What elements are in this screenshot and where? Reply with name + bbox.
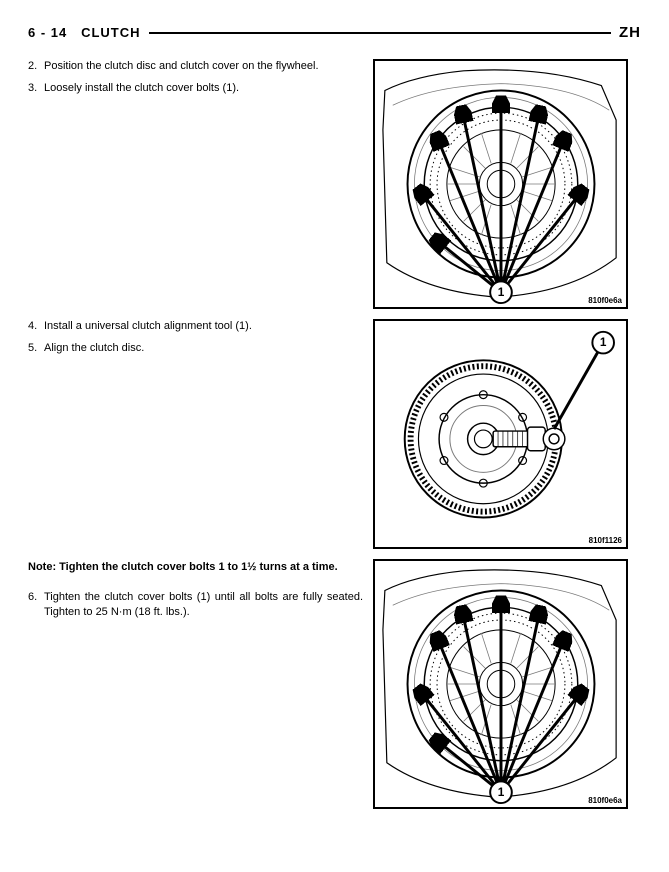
figure-column-3: 1 810f0e6a: [373, 559, 628, 813]
figure-alignment-tool: 1 810f1126: [373, 319, 628, 549]
header-left: 6 - 14 CLUTCH: [28, 25, 141, 40]
alignment-tool-diagram-icon: 1: [375, 321, 626, 547]
callout-label: 1: [498, 285, 505, 299]
step-5: 5. Align the clutch disc.: [28, 341, 363, 357]
step-text: Position the clutch disc and clutch cove…: [44, 59, 363, 75]
figure-column-1: 1 810f0e6a: [373, 59, 628, 313]
figure-id: 810f1126: [589, 536, 622, 545]
clutch-cover-diagram-icon: 1: [375, 61, 626, 307]
step-number: 3.: [28, 81, 44, 97]
step-number: 5.: [28, 341, 44, 357]
step-number: 4.: [28, 319, 44, 335]
text-column-2: 4. Install a universal clutch alignment …: [28, 319, 373, 363]
step-text: Align the clutch disc.: [44, 341, 363, 357]
figure-tighten-bolts: 1 810f0e6a: [373, 559, 628, 809]
callout-label: 1: [600, 336, 607, 349]
page-number: 6 - 14: [28, 25, 67, 40]
page: 6 - 14 CLUTCH ZH 2. Position the clutch …: [0, 0, 669, 843]
step-text: Loosely install the clutch cover bolts (…: [44, 81, 363, 97]
step-number: 2.: [28, 59, 44, 75]
instruction-block-3: Note: Tighten the clutch cover bolts 1 t…: [28, 559, 641, 813]
header-rule: [149, 32, 611, 34]
step-6: 6. Tighten the clutch cover bolts (1) un…: [28, 590, 363, 622]
figure-id: 810f0e6a: [588, 296, 622, 305]
callout-label: 1: [498, 785, 505, 799]
step-text: Tighten the clutch cover bolts (1) until…: [44, 590, 363, 622]
figure-id: 810f0e6a: [588, 796, 622, 805]
figure-column-2: 1 810f1126: [373, 319, 628, 553]
step-text: Install a universal clutch alignment too…: [44, 319, 363, 335]
instruction-block-1: 2. Position the clutch disc and clutch c…: [28, 59, 641, 313]
step-2: 2. Position the clutch disc and clutch c…: [28, 59, 363, 75]
figure-clutch-cover-bolts: 1 810f0e6a: [373, 59, 628, 309]
step-3: 3. Loosely install the clutch cover bolt…: [28, 81, 363, 97]
text-column-3: Note: Tighten the clutch cover bolts 1 t…: [28, 559, 373, 627]
model-code: ZH: [619, 24, 641, 41]
tighten-bolts-diagram-icon: 1: [375, 561, 626, 807]
note-text: Note: Tighten the clutch cover bolts 1 t…: [28, 559, 363, 576]
section-title: CLUTCH: [81, 25, 140, 40]
step-4: 4. Install a universal clutch alignment …: [28, 319, 363, 335]
instruction-block-2: 4. Install a universal clutch alignment …: [28, 319, 641, 553]
step-number: 6.: [28, 590, 44, 622]
text-column-1: 2. Position the clutch disc and clutch c…: [28, 59, 373, 103]
page-header: 6 - 14 CLUTCH ZH: [28, 24, 641, 41]
